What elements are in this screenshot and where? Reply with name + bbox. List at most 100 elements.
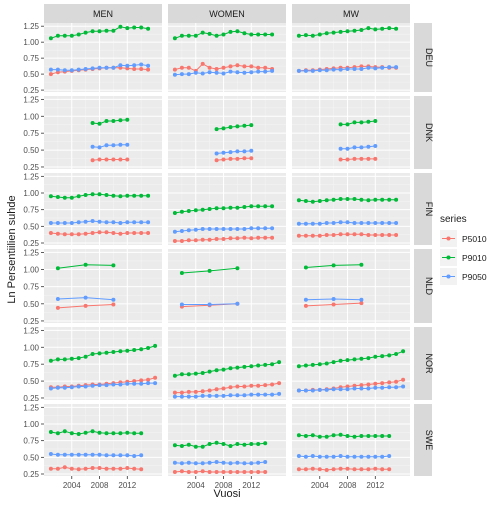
data-point-p9050 xyxy=(104,453,109,458)
data-point-p5010 xyxy=(242,235,247,240)
data-point-p5010 xyxy=(69,232,74,237)
data-point-p5010 xyxy=(69,466,74,471)
data-point-p9050 xyxy=(270,392,275,397)
data-point-p5010 xyxy=(111,231,116,235)
data-point-p9050 xyxy=(256,69,261,74)
data-point-p9010 xyxy=(214,206,219,211)
data-point-p9010 xyxy=(296,364,301,369)
data-point-p5010 xyxy=(338,157,343,162)
data-point-p9050 xyxy=(90,219,95,223)
data-point-p5010 xyxy=(331,467,336,472)
data-point-p5010 xyxy=(125,157,130,162)
data-point-p9050 xyxy=(256,226,261,231)
data-point-p9050 xyxy=(214,70,219,75)
data-point-p5010 xyxy=(366,233,371,237)
data-point-p9050 xyxy=(186,394,191,399)
data-point-p9050 xyxy=(132,220,137,225)
data-point-p9050 xyxy=(345,67,350,71)
data-point-p9010 xyxy=(303,434,308,438)
data-point-p5010 xyxy=(352,232,357,237)
data-point-p5010 xyxy=(249,156,254,161)
data-point-p5010 xyxy=(331,233,336,237)
data-point-p9010 xyxy=(359,28,364,32)
legend-key-point xyxy=(446,255,451,260)
data-point-p9050 xyxy=(48,221,53,225)
data-point-p9010 xyxy=(69,431,74,436)
data-point-p9050 xyxy=(338,220,343,225)
data-point-p9010 xyxy=(48,194,53,199)
data-point-p9010 xyxy=(76,356,81,361)
panel-background xyxy=(292,249,410,323)
data-point-p5010 xyxy=(228,470,233,474)
data-point-p9010 xyxy=(139,193,144,198)
data-point-p9050 xyxy=(352,386,357,391)
data-point-p9010 xyxy=(373,27,378,32)
data-point-p9010 xyxy=(256,32,261,37)
data-point-p9010 xyxy=(373,434,378,438)
y-tick-label: 1.25 xyxy=(23,326,39,335)
data-point-p9050 xyxy=(317,454,322,459)
data-point-p9050 xyxy=(118,142,123,147)
data-point-p5010 xyxy=(221,470,226,474)
data-point-p5010 xyxy=(366,382,371,387)
data-point-p9050 xyxy=(249,392,254,397)
data-point-p9010 xyxy=(186,209,191,213)
data-point-p9010 xyxy=(345,29,350,34)
data-point-p5010 xyxy=(200,389,205,394)
data-point-p5010 xyxy=(207,388,212,393)
series-line-p9050 xyxy=(50,382,156,389)
data-point-p9010 xyxy=(132,25,137,30)
data-point-p5010 xyxy=(214,158,219,163)
data-point-p5010 xyxy=(256,470,261,474)
data-point-p9050 xyxy=(324,387,329,392)
data-point-p5010 xyxy=(303,303,308,308)
data-point-p9010 xyxy=(249,442,254,446)
data-point-p9010 xyxy=(310,433,315,438)
data-point-p9010 xyxy=(111,431,116,436)
data-point-p5010 xyxy=(146,377,151,382)
data-point-p9010 xyxy=(172,211,177,215)
data-point-p9010 xyxy=(310,199,315,204)
x-tick-label: 2012 xyxy=(366,481,384,490)
data-point-p9010 xyxy=(55,357,60,362)
data-point-p9050 xyxy=(263,392,268,397)
data-point-p9050 xyxy=(97,219,102,224)
data-point-p9010 xyxy=(331,263,336,268)
data-point-p5010 xyxy=(373,381,378,386)
data-point-p9050 xyxy=(69,385,74,390)
data-point-p9010 xyxy=(221,126,226,131)
data-point-p5010 xyxy=(172,390,177,395)
data-point-p5010 xyxy=(55,466,60,471)
data-point-p9010 xyxy=(331,30,336,35)
facet-label-col: WOMEN xyxy=(209,9,245,19)
data-point-p9050 xyxy=(359,67,364,71)
data-point-p5010 xyxy=(55,305,60,310)
data-point-p9050 xyxy=(270,226,275,231)
data-point-p5010 xyxy=(242,384,247,389)
data-point-p5010 xyxy=(310,466,315,471)
data-point-p5010 xyxy=(317,233,322,238)
data-point-p5010 xyxy=(207,470,212,474)
data-point-p9010 xyxy=(317,362,322,367)
data-point-p9050 xyxy=(76,384,81,389)
data-point-p9050 xyxy=(296,454,301,458)
data-point-p5010 xyxy=(179,239,184,243)
data-point-p9050 xyxy=(172,229,177,234)
data-point-p9010 xyxy=(249,204,254,209)
data-point-p9050 xyxy=(179,461,184,466)
data-point-p9050 xyxy=(55,67,60,72)
data-point-p9010 xyxy=(338,432,343,437)
data-point-p9050 xyxy=(235,301,240,306)
y-tick-label: 0.25 xyxy=(23,470,39,479)
data-point-p9010 xyxy=(118,194,123,199)
data-point-p9050 xyxy=(338,67,343,72)
data-point-p9050 xyxy=(69,452,74,457)
data-point-p9050 xyxy=(179,394,184,399)
data-point-p9050 xyxy=(345,454,350,459)
data-point-p9010 xyxy=(303,265,308,270)
y-tick-label: 0.25 xyxy=(23,163,39,172)
panel-background xyxy=(292,96,410,169)
data-point-p5010 xyxy=(249,64,254,69)
data-point-p9050 xyxy=(352,145,357,150)
data-point-p9010 xyxy=(97,351,102,356)
